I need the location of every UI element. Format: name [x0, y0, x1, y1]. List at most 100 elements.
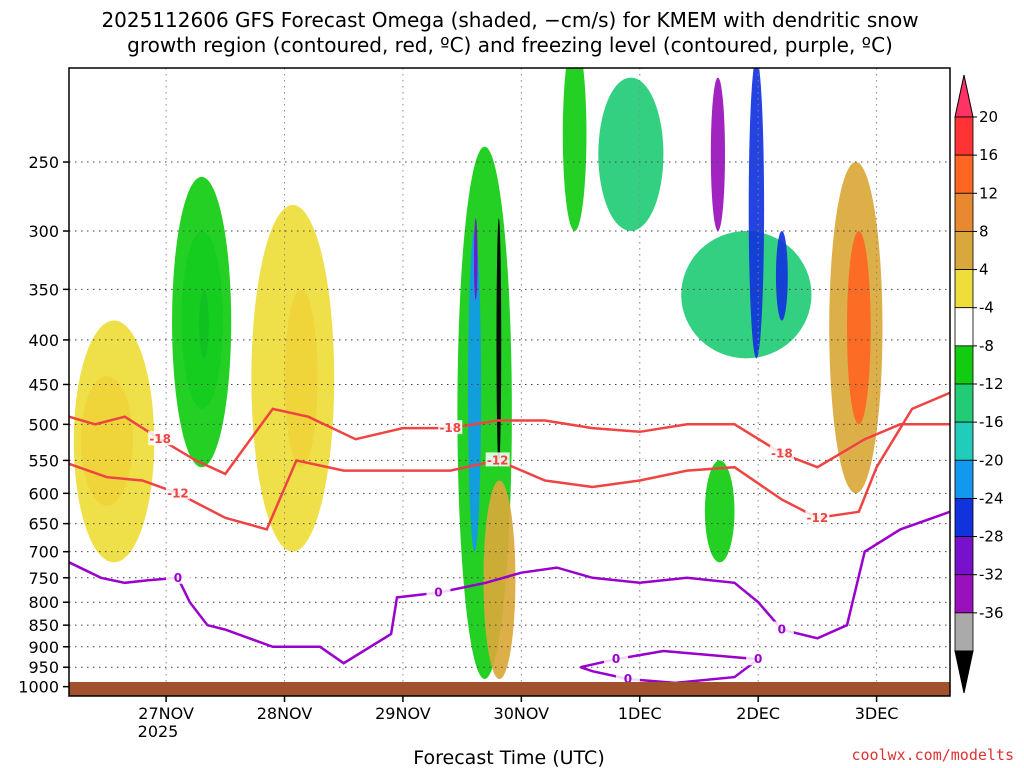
colorbar-band-9: [954, 421, 974, 461]
colorbar-band-7: [954, 345, 974, 385]
colorbar-band-6: [954, 307, 974, 347]
colorbar-band-8: [954, 383, 974, 423]
x-tick-label-3: 30NOV: [494, 704, 550, 723]
freezing-contour-1-label-4: 0: [754, 652, 762, 666]
y-tick-label-10: 750: [28, 569, 59, 588]
x-tick-label-5: 2DEC: [736, 704, 780, 723]
omega-feature-13: [598, 77, 664, 232]
y-axis: 250 300 350 400 450 500 550 600 650 700 750 800 850 9…: [18, 153, 69, 697]
dendritic-contour-0-label-bg-17: [769, 445, 794, 460]
omega-feature-8: [468, 231, 482, 552]
freezing-contour-1-label-7: 0: [624, 672, 632, 686]
chart-title-line1: 2025112606 GFS Forecast Omega (shaded, −…: [101, 8, 918, 32]
colorbar-tick-label-5: -4: [979, 299, 994, 317]
colorbar-band-11: [954, 498, 974, 537]
dendritic-contour-1-label-17: -12: [807, 511, 829, 525]
y-tick-label-6: 550: [28, 451, 59, 470]
x-axis-label: Forecast Time (UTC): [413, 747, 604, 768]
colorbar-band-5: [954, 269, 974, 309]
x-tick-label-2: 29NOV: [375, 704, 431, 723]
y-tick-label-3: 400: [28, 331, 59, 350]
dendritic-contour-1-label-3: -12: [167, 486, 189, 500]
y-tick-label-13: 900: [28, 638, 59, 657]
omega-feature-17: [775, 231, 788, 321]
colorbar-tick-label-10: -24: [979, 489, 1004, 507]
colorbar-tick-label-3: 8: [979, 222, 989, 240]
y-tick-label-2: 350: [28, 280, 59, 299]
colorbar-tick-label-6: -8: [979, 337, 994, 355]
dendritic-contour-0-label-bg-10: [438, 420, 463, 435]
colorbar: 20 16 12 8 4 -4 -8 -12 -16 -20 -24 -28 -32 -36: [954, 74, 1004, 694]
omega-feature-12: [562, 68, 587, 231]
omega-feature-1: [73, 320, 155, 563]
dendritic-contour-1-label-10: -12: [487, 453, 509, 467]
y-tick-label-5: 500: [28, 415, 59, 434]
dendritic-contour-0-label-3: -18: [149, 432, 171, 446]
omega-feature-14: [681, 231, 812, 359]
x-tick-label-1: 28NOV: [257, 704, 313, 723]
colorbar-band-1: [954, 116, 974, 156]
y-tick-label-11: 800: [28, 593, 59, 612]
dendritic-contour-0-label-17: -18: [771, 446, 793, 460]
colorbar-tick-label-1: 16: [979, 146, 998, 164]
dendritic-contour-1-label-bg-17: [805, 509, 830, 524]
colorbar-tick-label-2: 12: [979, 184, 998, 202]
omega-feature-16: [748, 68, 765, 359]
freezing-contour-0-label-4: 0: [174, 571, 182, 585]
colorbar-band-14: [954, 612, 974, 652]
colorbar-tick-label-4: 4: [979, 261, 989, 279]
colorbar-extend-bottom: [954, 650, 974, 694]
colorbar-band-3: [954, 192, 974, 232]
credit-text: coolwx.com/modelts: [851, 746, 1014, 764]
omega-feature-10: [496, 218, 502, 468]
y-tick-label-4: 450: [28, 375, 59, 394]
freezing-contour-0-label-bg-13: [426, 584, 451, 599]
omega-feature-6: [172, 176, 232, 468]
colorbar-extend-top: [954, 74, 974, 118]
y-tick-label-9: 700: [28, 543, 59, 562]
y-tick-label-7: 600: [28, 484, 59, 503]
colorbar-tick-label-0: 20: [979, 108, 998, 126]
grid-lines: [69, 68, 950, 696]
colorbar-tick-label-12: -32: [979, 566, 1004, 584]
colorbar-tick-label-7: -12: [979, 375, 1004, 393]
dendritic-contour-1-label-bg-3: [165, 485, 190, 500]
dendritic-contour-1: [69, 391, 950, 531]
omega-feature-3: [251, 204, 335, 552]
omega-feature-9: [473, 218, 478, 301]
x-year-label: 2025: [138, 722, 179, 741]
y-tick-label-12: 850: [28, 616, 59, 635]
plot-frame: [68, 67, 951, 697]
x-tick-label-6: 3DEC: [855, 704, 899, 723]
ground-surface: [69, 682, 950, 696]
freezing-contour-0-label-bg-22: [769, 621, 794, 636]
dendritic-contour-0-label-10: -18: [439, 421, 461, 435]
colorbar-band-10: [954, 459, 974, 499]
x-tick-label-0: 27NOV: [138, 704, 194, 723]
dendritic-contour-1-label-bg-10: [485, 452, 510, 467]
y-tick-label-14: 950: [28, 658, 59, 677]
freezing-contour-1-label-bg-4: [746, 651, 771, 666]
dendritic-contour-0: [69, 407, 950, 476]
colorbar-band-13: [954, 574, 974, 614]
omega-shading: [73, 68, 883, 680]
freezing-contour-0-label-bg-4: [165, 569, 190, 584]
omega-feature-18: [704, 460, 735, 563]
y-tick-label-0: 250: [28, 153, 59, 172]
colorbar-tick-label-11: -28: [979, 528, 1004, 546]
colorbar-band-12: [954, 536, 974, 576]
x-axis: 27NOV 28NOV 29NOV 30NOV 1DEC 2DEC 3DEC: [138, 696, 898, 723]
freezing-contour-1-label-1: 0: [612, 652, 620, 666]
colorbar-band-4: [954, 231, 974, 270]
colorbar-tick-label-13: -36: [979, 604, 1004, 622]
colorbar-band-2: [954, 154, 974, 194]
chart-title-line2: growth region (contoured, red, ºC) and f…: [127, 33, 893, 57]
x-tick-label-4: 1DEC: [618, 704, 662, 723]
freezing-contour-0: [69, 510, 950, 665]
freezing-contour-1-label-bg-7: [615, 671, 640, 686]
omega-feature-15: [710, 77, 726, 232]
omega-feature-20: [846, 231, 871, 425]
